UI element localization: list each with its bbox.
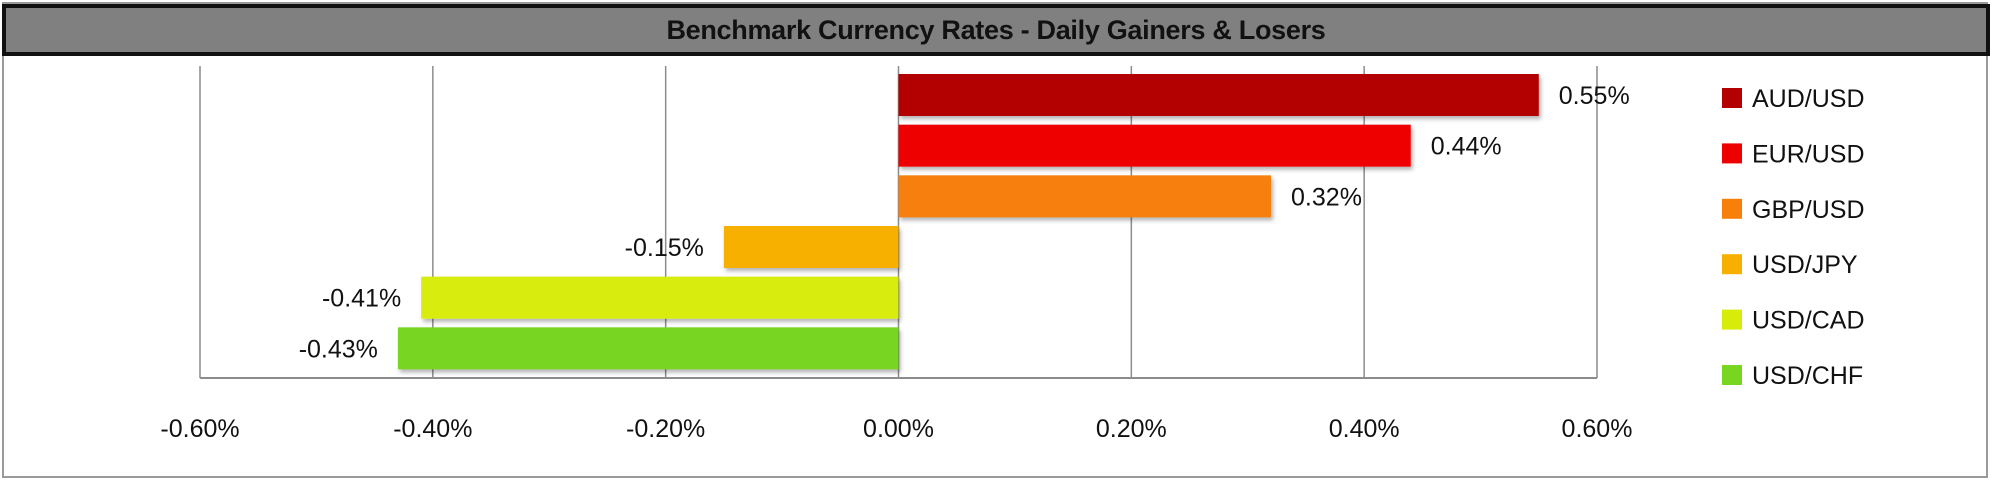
legend-label: USD/CAD — [1752, 307, 1865, 335]
legend-label: AUD/USD — [1752, 85, 1865, 113]
x-tick-label: -0.60% — [160, 415, 239, 443]
x-tick-label: -0.40% — [393, 415, 472, 443]
legend-swatch — [1722, 198, 1742, 219]
data-label: 0.32% — [1291, 183, 1362, 211]
data-label: -0.43% — [299, 335, 378, 363]
chart-frame — [2, 2, 1988, 478]
legend-label: USD/JPY — [1752, 251, 1858, 279]
x-tick-label: 0.00% — [863, 415, 934, 443]
legend-label: GBP/USD — [1752, 196, 1865, 224]
bar-aud-usd — [898, 74, 1539, 116]
bar-gbp-usd — [898, 175, 1272, 218]
x-tick-label: 0.40% — [1329, 415, 1400, 443]
data-label: 0.55% — [1559, 82, 1630, 110]
x-tick-label: 0.60% — [1562, 415, 1633, 443]
data-label: -0.41% — [322, 285, 401, 313]
title-bar: Benchmark Currency Rates - Daily Gainers… — [2, 4, 1990, 56]
legend-swatch — [1722, 143, 1742, 164]
legend-swatch — [1722, 309, 1742, 330]
legend-label: EUR/USD — [1752, 140, 1865, 168]
bar-usd-jpy — [723, 226, 899, 268]
bar-eur-usd — [898, 124, 1411, 167]
data-label: 0.44% — [1431, 133, 1502, 161]
legend-label: USD/CHF — [1752, 362, 1863, 390]
bar-usd-chf — [397, 327, 899, 370]
x-tick-label: -0.20% — [626, 415, 705, 443]
x-tick-label: 0.20% — [1096, 415, 1167, 443]
chart-title: Benchmark Currency Rates - Daily Gainers… — [666, 14, 1326, 45]
legend-swatch — [1722, 254, 1742, 275]
legend-swatch — [1722, 88, 1742, 108]
legend-swatch — [1722, 365, 1742, 385]
bar-usd-cad — [421, 276, 899, 319]
data-label: -0.15% — [625, 234, 704, 262]
